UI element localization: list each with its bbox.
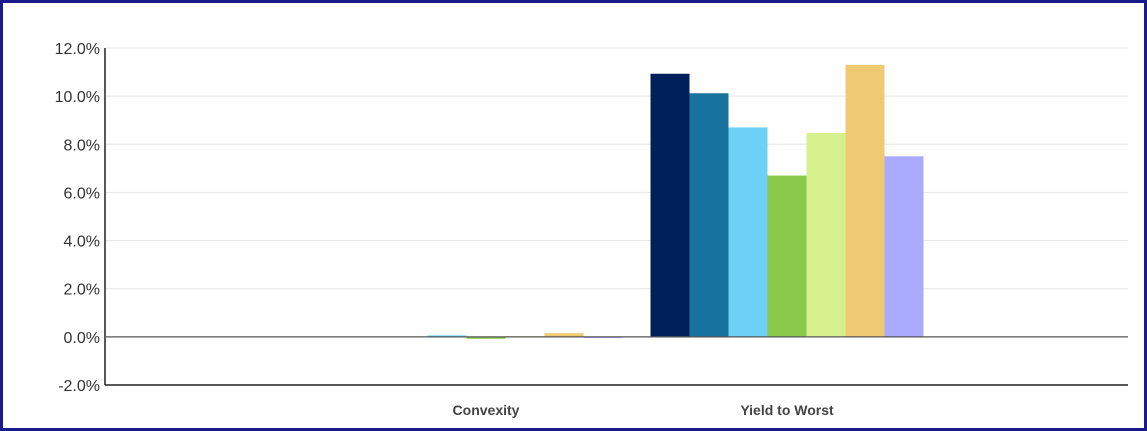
y-tick-label: 8.0% xyxy=(64,137,100,154)
bar xyxy=(767,175,807,337)
bar xyxy=(650,73,690,337)
x-category-label: Yield to Worst xyxy=(740,402,834,418)
bar xyxy=(544,333,584,337)
y-tick-label: 10.0% xyxy=(55,89,100,106)
bar xyxy=(427,335,467,337)
y-tick-label: 0.0% xyxy=(64,330,100,347)
axes xyxy=(104,48,1128,386)
y-tick-label: 2.0% xyxy=(64,282,100,299)
bar xyxy=(689,93,729,337)
y-tick-label: 12.0% xyxy=(55,41,100,58)
bars xyxy=(349,64,924,339)
bar xyxy=(466,336,506,339)
y-tick-label: 6.0% xyxy=(64,185,100,202)
bar xyxy=(884,156,924,337)
x-category-label: Convexity xyxy=(453,402,520,418)
bar xyxy=(728,127,768,337)
bar xyxy=(845,64,885,337)
gridlines xyxy=(105,47,1128,290)
y-axis-ticks: 12.0% 10.0% 8.0% 6.0% 4.0% 2.0% 0.0% -2.0% xyxy=(55,41,100,395)
bar xyxy=(583,336,623,339)
bar xyxy=(806,132,846,337)
x-axis-categories: Convexity Yield to Worst xyxy=(453,402,834,418)
y-tick-label: -2.0% xyxy=(58,378,100,395)
y-tick-label: 4.0% xyxy=(64,234,100,251)
